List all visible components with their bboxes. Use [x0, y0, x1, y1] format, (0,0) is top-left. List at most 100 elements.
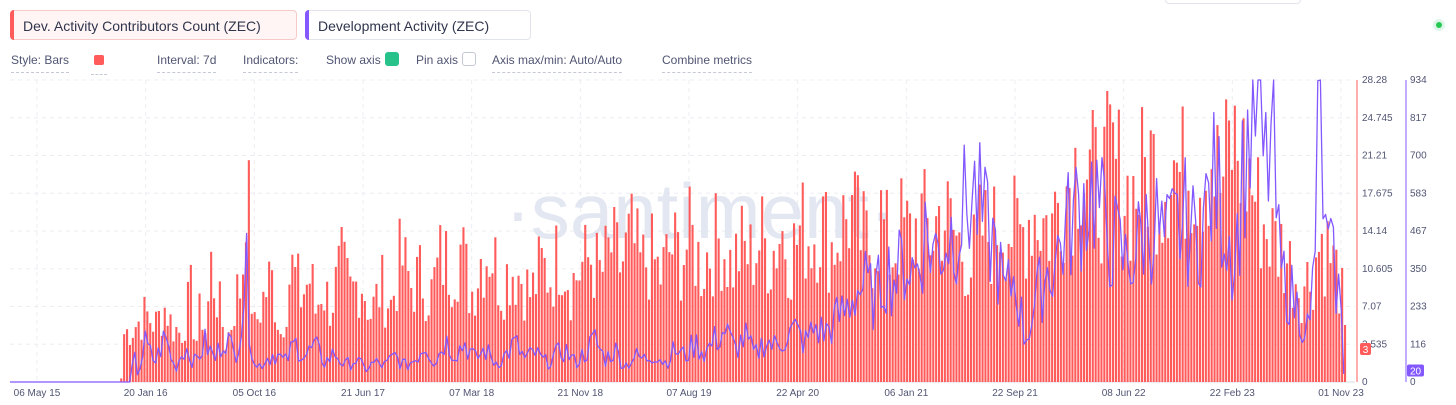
contributors-y-tick: 10.605 [1362, 264, 1393, 275]
color-picker-button[interactable] [91, 51, 107, 75]
contributors-bar [218, 281, 221, 382]
contributors-bar [694, 285, 697, 382]
x-tick-label: 05 Oct 16 [233, 388, 277, 399]
contributors-bar [662, 247, 665, 382]
contributors-bar [566, 290, 569, 382]
contributors-bar [1001, 252, 1004, 382]
contributors-bar [1051, 213, 1054, 382]
contributors-bar [532, 272, 535, 382]
combine-metrics-button[interactable]: Combine metrics [662, 53, 753, 73]
contributors-bar [746, 264, 749, 382]
axis-maxmin-selector[interactable]: Axis max/min: Auto/Auto [492, 53, 623, 73]
contributors-bar [958, 232, 961, 382]
contributors-bar [1187, 190, 1190, 382]
x-tick-label: 07 Aug 19 [666, 388, 711, 399]
contributors-bar [1236, 160, 1239, 382]
contributors-bar [1306, 262, 1309, 382]
contributors-bar [1097, 237, 1100, 382]
contributors-bar [1109, 104, 1112, 383]
contributors-bar [804, 278, 807, 382]
contributors-bar [836, 252, 839, 382]
contributors-bar [404, 237, 407, 382]
contributors-bar [482, 297, 485, 382]
contributors-bar [175, 327, 178, 382]
contributors-bar [929, 255, 932, 382]
contributors-bar [946, 181, 949, 382]
contributors-bar [1242, 118, 1245, 383]
contributors-bar [703, 289, 706, 382]
contributors-bar [340, 227, 343, 382]
x-tick-label: 22 Feb 23 [1210, 388, 1255, 399]
show-axis-label[interactable]: Show axis [326, 53, 381, 67]
contributors-bar [824, 192, 827, 382]
metric-tab-dev-activity[interactable]: Development Activity (ZEC) [305, 10, 531, 40]
pin-axis-label[interactable]: Pin axis [416, 53, 459, 67]
contributors-bar [691, 224, 694, 382]
contributors-bar [592, 297, 595, 382]
contributors-bar [888, 274, 891, 382]
contributors-bar [1259, 268, 1262, 382]
contributors-bar [1300, 323, 1303, 382]
contributors-bar [523, 320, 526, 382]
contributors-bar [1216, 125, 1219, 382]
contributors-bar [935, 216, 938, 382]
contributors-bar [178, 332, 181, 382]
contributors-bar [581, 261, 584, 382]
contributors-bar [163, 307, 166, 382]
contributors-bar [546, 292, 549, 382]
metric-tab-contributors[interactable]: Dev. Activity Contributors Count (ZEC) [10, 10, 297, 40]
contributors-last-value-badge [1360, 342, 1371, 355]
contributors-bar [529, 297, 532, 382]
contributors-bar [459, 244, 462, 382]
contributors-bar [297, 253, 300, 382]
contributors-y-tick: 14.14 [1362, 226, 1387, 237]
contributors-bar [418, 245, 421, 382]
contributors-bar [439, 225, 442, 382]
contributors-bar [279, 334, 282, 382]
contributors-bar [372, 296, 375, 382]
contributors-bar [1077, 228, 1080, 382]
contributors-bar [479, 259, 482, 382]
contributors-bar [552, 306, 555, 382]
contributors-bar [485, 266, 488, 382]
contributors-bar [964, 296, 967, 382]
contributors-bar [300, 307, 303, 382]
contributors-bar [967, 294, 970, 382]
contributors-bar [688, 186, 691, 382]
contributors-bar [743, 240, 746, 382]
contributors-bar [706, 252, 709, 382]
contributors-bar [334, 266, 337, 382]
dev-activity-last-value: 20 [1410, 367, 1422, 378]
contributors-bar [561, 295, 564, 382]
contributors-bar [978, 184, 981, 382]
tab-color-stripe [10, 10, 14, 40]
contributors-bar [540, 248, 543, 382]
contributors-bar [984, 190, 987, 382]
indicators-selector[interactable]: Indicators: [243, 53, 299, 73]
contributors-bar [494, 237, 497, 382]
contributors-bar [273, 322, 276, 382]
tab-label: Dev. Activity Contributors Count (ZEC) [23, 18, 261, 34]
contributors-bar [462, 227, 465, 382]
contributors-bar [337, 245, 340, 382]
style-selector[interactable]: Style: Bars [11, 53, 70, 73]
pin-axis-checkbox[interactable] [462, 52, 476, 66]
contributors-bar [795, 244, 798, 382]
contributors-bar [369, 318, 372, 382]
status-online-indicator [1433, 19, 1445, 31]
contributors-bar [1126, 175, 1129, 382]
contributors-bar [685, 249, 688, 382]
contributors-bar [975, 217, 978, 382]
dev-activity-y-tick: 233 [1410, 302, 1427, 313]
contributors-bar [572, 273, 575, 382]
show-axis-checkbox[interactable] [385, 52, 399, 66]
contributors-bar [189, 264, 192, 382]
contributors-bar [735, 233, 738, 382]
interval-selector[interactable]: Interval: 7d [157, 53, 217, 73]
contributors-bar [314, 313, 317, 382]
contributors-bar [285, 326, 288, 382]
contributors-bar [543, 258, 546, 382]
contributors-bar [157, 311, 160, 382]
contributors-bar [520, 284, 523, 382]
